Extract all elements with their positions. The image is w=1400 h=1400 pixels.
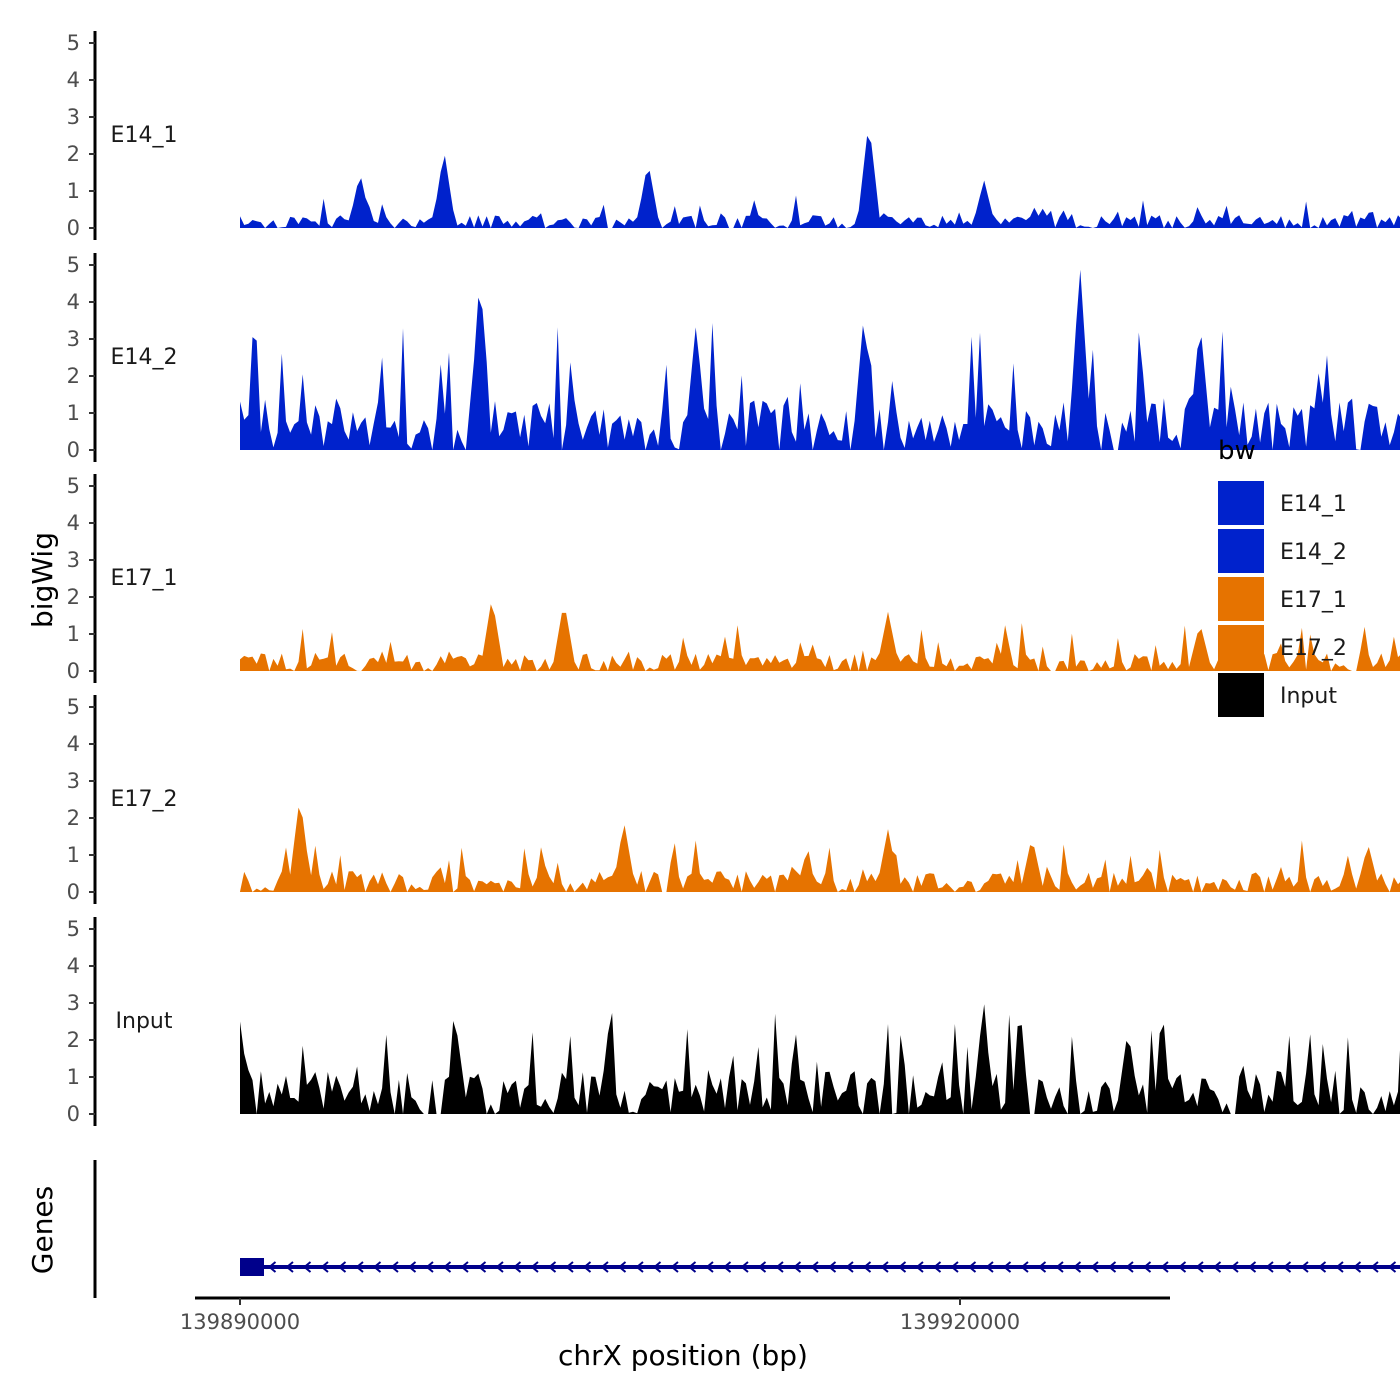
x-tick-label: 139890000 (180, 1310, 300, 1334)
legend-label-E17_2: E17_2 (1280, 636, 1347, 661)
track-E14_1: 0 1 2 3 4 5 E14_1 (67, 31, 1400, 240)
y-tick-label: 2 (67, 1028, 80, 1052)
y-tick-label: 1 (67, 401, 80, 425)
y-tick-label: 3 (67, 327, 80, 351)
y-tick-label: 1 (67, 843, 80, 867)
y-tick-label: 4 (67, 68, 80, 92)
genes-panel: Rbm41 (95, 1160, 1400, 1298)
y-tick-label: 5 (67, 31, 80, 55)
y-tick-label: 0 (67, 1102, 80, 1126)
y-tick-label: 1 (67, 1065, 80, 1089)
x-tick-label: 139920000 (900, 1310, 1020, 1334)
signal-area-E17_2 (240, 807, 1400, 892)
signal-area-E14_2 (240, 270, 1400, 450)
legend-swatch-E17_1 (1218, 577, 1264, 621)
legend-title: bw (1218, 436, 1256, 466)
track-label: Input (116, 1009, 173, 1034)
legend-swatch-E14_2 (1218, 529, 1264, 573)
y-tick-label: 4 (67, 732, 80, 756)
track-label: E17_1 (111, 566, 178, 591)
y-tick-label: 2 (67, 142, 80, 166)
signal-area-E14_1 (240, 136, 1400, 228)
y-tick-label: 0 (67, 438, 80, 462)
legend-swatch-E14_1 (1218, 481, 1264, 525)
x-axis-title: chrX position (bp) (558, 1339, 808, 1372)
y-tick-label: 5 (67, 695, 80, 719)
legend-label-Input: Input (1280, 684, 1337, 709)
gene-exon (240, 1258, 264, 1276)
y-tick-label: 0 (67, 880, 80, 904)
y-tick-label: 0 (67, 216, 80, 240)
y-tick-label: 5 (67, 253, 80, 277)
y-tick-label: 5 (67, 474, 80, 498)
y-axis-title: bigWig (26, 532, 59, 628)
y-tick-label: 3 (67, 548, 80, 572)
legend-label-E17_1: E17_1 (1280, 588, 1347, 613)
track-E17_1: 0 1 2 3 4 5 E17_1 (67, 474, 1400, 683)
y-tick-label: 3 (67, 105, 80, 129)
track-Input: 0 1 2 3 4 5 Input (67, 917, 1400, 1126)
track-E17_2: 0 1 2 3 4 5 E17_2 (67, 695, 1400, 904)
y-tick-label: 2 (67, 585, 80, 609)
legend-swatch-Input (1218, 673, 1264, 717)
y-tick-label: 2 (67, 364, 80, 388)
y-tick-label: 2 (67, 806, 80, 830)
y-tick-label: 1 (67, 179, 80, 203)
y-tick-label: 3 (67, 769, 80, 793)
legend-swatch-E17_2 (1218, 625, 1264, 669)
tracks-group: 0 1 2 3 4 5 E14_1 0 1 2 3 4 5 E14_2 0 1 2 3 4 5 E17_1 0 1 2 3 4 5 E… (67, 31, 1400, 1126)
genes-axis-title: Genes (26, 1186, 59, 1274)
y-tick-label: 4 (67, 290, 80, 314)
y-tick-label: 4 (67, 511, 80, 535)
legend-label-E14_2: E14_2 (1280, 540, 1347, 565)
track-label: E17_2 (111, 787, 178, 812)
track-E14_2: 0 1 2 3 4 5 E14_2 (67, 253, 1400, 462)
signal-area-Input (240, 1004, 1400, 1114)
y-tick-label: 0 (67, 659, 80, 683)
genome-track-chart: bigWig Genes chrX position (bp) 0 1 2 3 4 5 E1… (0, 0, 1400, 1400)
track-label: E14_2 (111, 345, 178, 370)
y-tick-label: 1 (67, 622, 80, 646)
y-tick-label: 3 (67, 991, 80, 1015)
x-axis: 139890000139920000139950000139980000 (180, 1298, 1400, 1334)
legend-label-E14_1: E14_1 (1280, 492, 1347, 517)
legend: bw E14_1 E14_2 E17_1 E17_2 Input (1218, 436, 1347, 717)
y-tick-label: 5 (67, 917, 80, 941)
track-label: E14_1 (111, 123, 178, 148)
y-tick-label: 4 (67, 954, 80, 978)
